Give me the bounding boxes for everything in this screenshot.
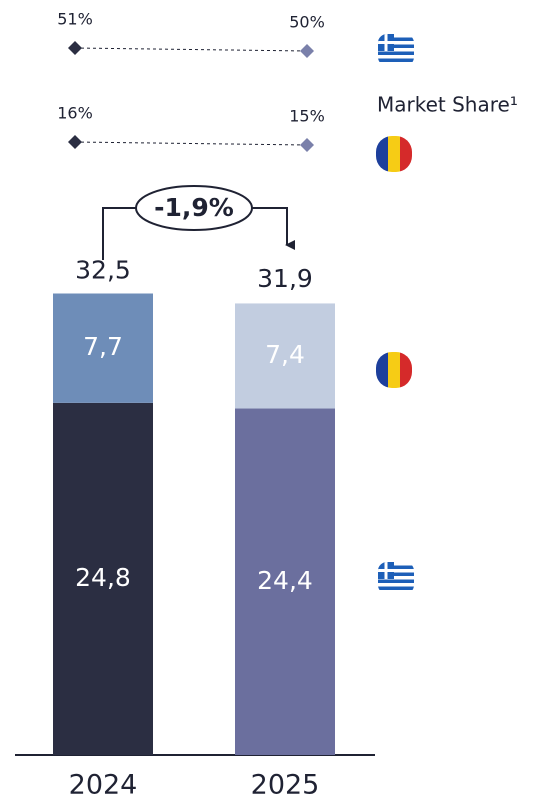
total-label: 31,9 [257,264,313,293]
bar-segment [53,293,153,403]
market-share-line [74,47,308,52]
total-label: 32,5 [75,256,131,285]
market-share-line [74,141,308,146]
market-share-label: 16% [57,104,93,123]
flags [376,34,414,594]
change-arrow [102,207,287,260]
market-share-point [68,41,82,55]
market-share-point [300,44,314,58]
bar-segment [235,408,335,755]
bar-value-label: 24,4 [257,566,313,595]
market-share-label: 15% [289,107,325,126]
flag-romania [376,352,412,388]
market-share-label: 51% [57,10,93,29]
x-tick-label: 2025 [251,770,320,800]
market-share-label: Market Share¹ [377,93,518,117]
x-tick-label: 2024 [69,770,138,800]
bar-value-label: 7,4 [265,340,305,369]
market-share-label: 50% [289,13,325,32]
change-annotation: -1,9% [154,193,234,222]
bar-segment [235,303,335,409]
market-share-point [300,138,314,152]
bar-segment [53,402,153,755]
flag-greece [378,34,414,66]
market-share-point [68,135,82,149]
bar-value-label: 7,7 [83,332,123,361]
change-bubble [135,185,253,231]
bar-value-label: 24,8 [75,563,131,592]
flag-greece [378,562,414,594]
flag-romania [376,136,412,172]
